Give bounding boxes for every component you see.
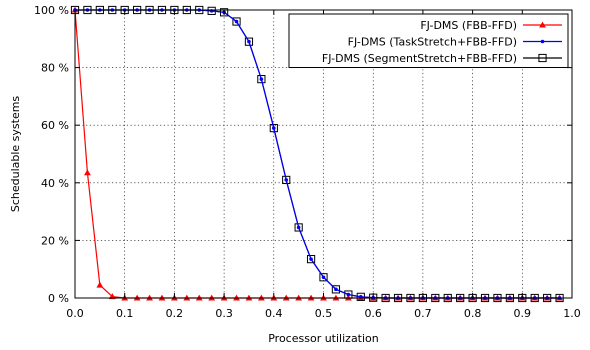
series-point xyxy=(321,275,326,280)
legend-label: FJ-DMS (FBB-FFD) xyxy=(420,19,517,32)
x-tick-label: 0.2 xyxy=(166,307,184,320)
series-point xyxy=(269,123,278,133)
series-point xyxy=(96,281,104,288)
y-tick-label: 40 % xyxy=(41,177,69,190)
series-point xyxy=(309,257,313,261)
legend-box xyxy=(288,13,569,68)
series-point xyxy=(294,223,303,232)
y-tick-label: 80 % xyxy=(41,62,69,75)
x-tick-label: 0.7 xyxy=(414,307,432,320)
x-tick-label: 0.6 xyxy=(364,307,382,320)
y-tick-label: 60 % xyxy=(41,119,69,132)
legend-label: FJ-DMS (TaskStretch+FBB-FFD) xyxy=(348,36,517,49)
series-point xyxy=(234,19,239,24)
y-tick-label: 0 % xyxy=(48,292,69,305)
y-axis-title: Schedulable systems xyxy=(9,96,22,213)
series-point xyxy=(284,178,289,182)
series-point xyxy=(232,17,241,26)
legend-label: FJ-DMS (SegmentStretch+FBB-FFD) xyxy=(322,52,517,65)
series-point xyxy=(259,77,264,81)
series-point xyxy=(334,287,338,292)
series-point xyxy=(331,285,341,294)
series-point xyxy=(84,169,91,176)
y-tick-label: 100 % xyxy=(34,4,69,17)
legend: FJ-DMS (FBB-FFD) FJ-DMS (TaskStretch+FBB-… xyxy=(288,13,569,68)
x-tick-label: 1.0 xyxy=(563,307,581,320)
legend-swatch-marker xyxy=(540,39,545,44)
x-tick-label: 0.4 xyxy=(265,307,283,320)
series-point xyxy=(319,273,328,282)
series-point xyxy=(296,225,301,230)
series-point xyxy=(247,39,251,44)
x-axis-title: Processor utilization xyxy=(268,332,379,345)
x-tick-label: 0.3 xyxy=(215,307,233,320)
legend-items: FJ-DMS (FBB-FFD) FJ-DMS (TaskStretch+FBB-… xyxy=(322,19,562,65)
series-point xyxy=(346,292,351,297)
series-point xyxy=(282,175,291,185)
x-tick-label: 0.5 xyxy=(315,307,333,320)
x-tick-label: 0.8 xyxy=(464,307,482,320)
legend-swatch-marker xyxy=(538,53,547,63)
tick-labels: 0.0 0.1 0.2 0.3 0.4 0.5 0.6 0.7 0.8 0.9 1.0 0 % 20 %… xyxy=(34,4,581,320)
x-tick-label: 0.0 xyxy=(66,307,84,320)
y-tick-label: 20 % xyxy=(41,234,69,247)
series-point xyxy=(244,37,254,46)
legend-swatch-marker xyxy=(539,21,546,28)
x-tick-label: 0.1 xyxy=(116,307,134,320)
series-point xyxy=(306,255,316,264)
series-point xyxy=(257,75,266,84)
series-point xyxy=(272,126,276,130)
x-tick-label: 0.9 xyxy=(514,307,532,320)
